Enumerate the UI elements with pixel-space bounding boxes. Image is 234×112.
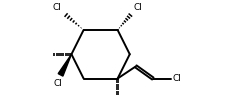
Text: Cl: Cl <box>134 3 143 12</box>
Text: Cl: Cl <box>54 79 62 88</box>
Text: Cl: Cl <box>53 3 62 12</box>
Text: Cl: Cl <box>172 74 181 83</box>
Polygon shape <box>58 54 71 76</box>
